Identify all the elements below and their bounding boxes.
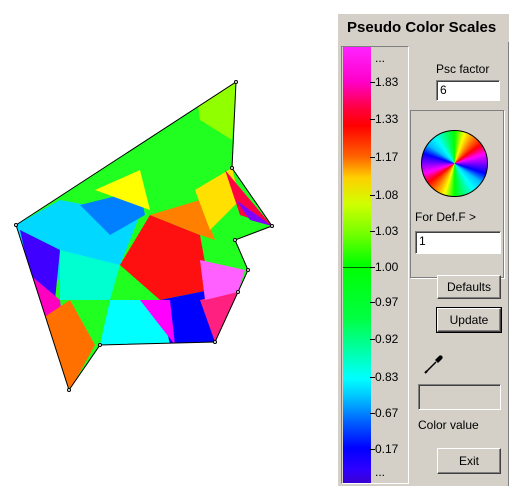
defaults-button[interactable]: Defaults <box>437 275 501 299</box>
scale-tick <box>370 119 375 120</box>
scale-tick-label: 0.17 <box>375 442 399 456</box>
psc-factor-input[interactable]: 6 <box>436 80 500 101</box>
scale-tick-label: 0.83 <box>375 370 399 384</box>
scale-tick <box>370 157 375 158</box>
scale-tick-label: 0.97 <box>375 295 399 309</box>
scale-tick <box>370 339 375 340</box>
scale-tick-label: 0.92 <box>375 332 399 346</box>
scale-tick-label: 1.17 <box>375 150 399 164</box>
scale-tick <box>370 231 375 232</box>
scale-tick <box>370 267 375 268</box>
scale-tick <box>370 377 375 378</box>
pseudo-color-plot <box>14 80 274 392</box>
scale-tick <box>370 449 375 450</box>
scale-tick <box>370 195 375 196</box>
color-wheel-icon[interactable] <box>421 130 488 197</box>
scale-tick <box>370 82 375 83</box>
scale-tick-label: 1.08 <box>375 188 399 202</box>
color-gradient-bar[interactable] <box>343 47 371 483</box>
color-scale: ... 1.83 1.33 1.17 1.08 1.03 1.00 0.97 0… <box>341 46 409 484</box>
scale-tick <box>370 413 375 414</box>
scale-bottom-label: ... <box>375 465 386 479</box>
color-value-label: Color value <box>418 418 479 432</box>
scale-tick-label: 1.33 <box>375 112 399 126</box>
scale-tick-label: 0.67 <box>375 406 399 420</box>
scale-top-label: ... <box>375 51 386 65</box>
scale-tick-label: 1.83 <box>375 75 399 89</box>
psc-factor-label: Psc factor <box>436 62 490 76</box>
eyedropper-icon[interactable] <box>422 352 446 376</box>
def-f-label: For Def.F > <box>415 210 477 224</box>
scale-tick <box>370 302 375 303</box>
scale-tick-label: 1.03 <box>375 224 399 238</box>
panel-title: Pseudo Color Scales <box>338 14 509 42</box>
exit-button[interactable]: Exit <box>437 448 501 474</box>
pseudo-color-scales-panel: Pseudo Color Scales ... 1.83 1.33 1.17 1… <box>337 13 509 486</box>
color-field <box>16 82 272 390</box>
scale-tick-label: 1.00 <box>375 260 399 274</box>
update-button[interactable]: Update <box>436 307 502 333</box>
scale-midline <box>343 267 371 268</box>
color-value-field <box>418 384 501 410</box>
def-f-input[interactable]: 1 <box>415 231 501 254</box>
